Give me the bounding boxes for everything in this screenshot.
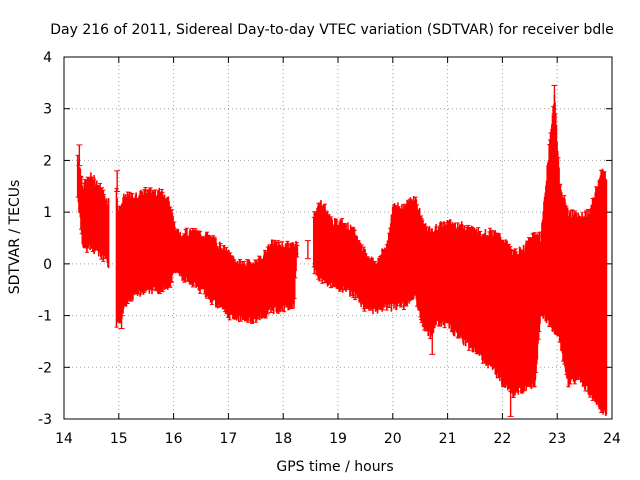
y-tick-label: 0: [43, 257, 52, 273]
x-tick-label: 16: [165, 431, 183, 447]
x-tick-label: 21: [439, 431, 457, 447]
x-tick-label: 20: [384, 431, 402, 447]
y-tick-label: 4: [43, 50, 52, 66]
y-tick-label: 3: [43, 102, 52, 118]
y-tick-label: -3: [38, 412, 52, 428]
x-tick-label: 23: [548, 431, 566, 447]
x-tick-label: 18: [274, 431, 292, 447]
x-axis-label: GPS time / hours: [276, 459, 393, 475]
x-tick-label: 15: [110, 431, 128, 447]
x-tick-label: 22: [493, 431, 511, 447]
x-tick-label: 24: [603, 431, 621, 447]
error-bar-series: [75, 84, 608, 417]
y-axis-label: SDTVAR / TECUs: [7, 180, 23, 295]
x-tick-label: 19: [329, 431, 347, 447]
y-tick-label: -2: [38, 360, 52, 376]
chart-title: Day 216 of 2011, Sidereal Day-to-day VTE…: [50, 22, 614, 38]
y-tick-label: 1: [43, 205, 52, 221]
x-tick-label: 14: [55, 431, 73, 447]
y-tick-label: 2: [43, 153, 52, 169]
y-tick-label: -1: [38, 309, 52, 325]
x-tick-label: 17: [219, 431, 237, 447]
